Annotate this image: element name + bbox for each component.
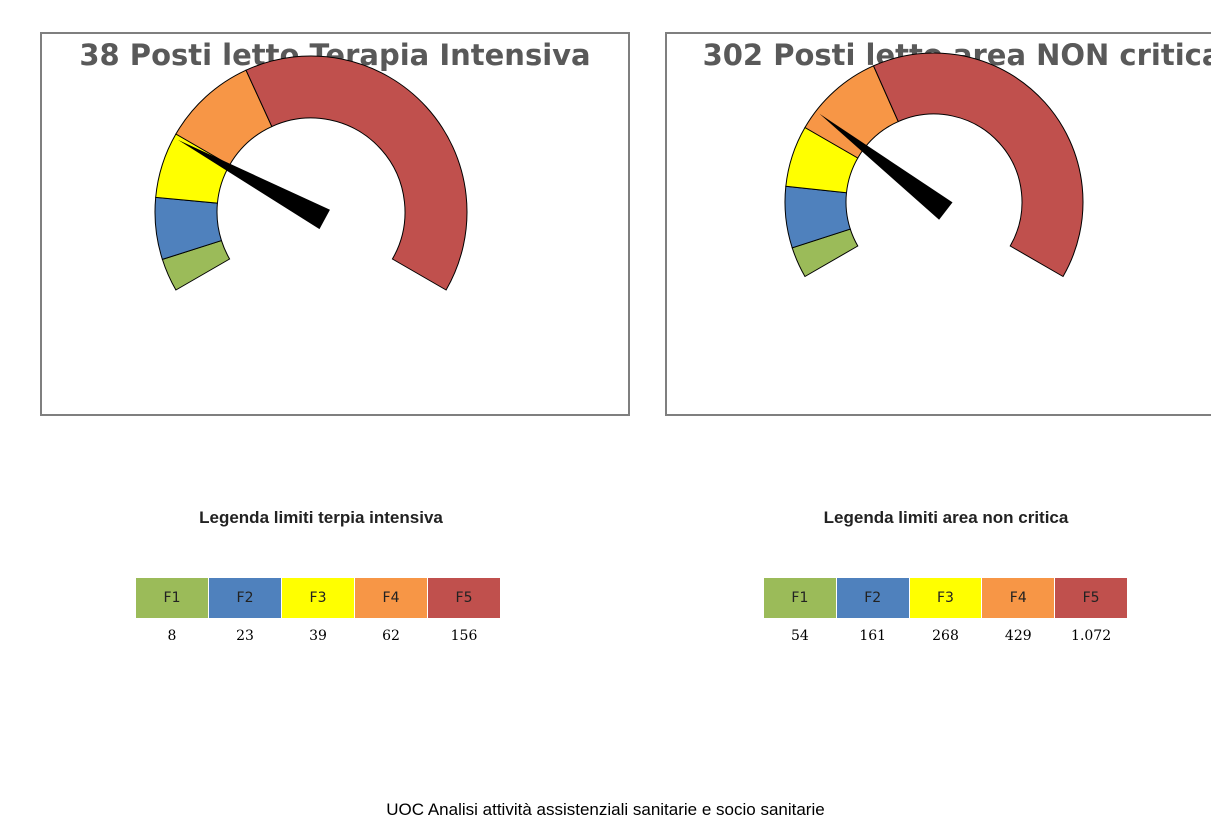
gauge-band-f5	[245, 55, 468, 291]
legend-cell-f1: F1	[764, 578, 836, 618]
legend-cell-f2: F2	[836, 578, 909, 618]
gauge-band-f5	[872, 52, 1084, 278]
gauge-needle	[819, 113, 953, 220]
legend-title: Legenda limiti area non critica	[823, 508, 1069, 527]
legend-value-f2: 23	[236, 628, 254, 644]
legend-cell-f5: F5	[1055, 578, 1127, 618]
legend-cell-f4: F4	[982, 578, 1055, 618]
legend-cell-f3: F3	[909, 578, 982, 618]
legend-value-f4: 429	[1004, 628, 1032, 644]
legend-value-f2: 161	[859, 628, 887, 644]
legend-value-f3: 39	[309, 628, 327, 644]
legend-cell-f4: F4	[355, 578, 427, 618]
legend-area-non-critica: Legenda limiti area non critica F1 F2 F3…	[764, 508, 1128, 644]
legend-label-row: F1 F2 F3 F4 F5	[764, 578, 1128, 618]
gauge-chart-area-non-critica	[784, 52, 1084, 278]
gauge-panel-area-non-critica: 302 Posti letto area NON critica	[665, 32, 1211, 416]
legend-cell-f1: F1	[136, 578, 208, 618]
legend-value-f3: 268	[932, 628, 959, 644]
legend-cell-f2: F2	[209, 578, 281, 618]
legend-value-f5: 1.072	[1071, 628, 1112, 644]
gauge-needle	[177, 139, 330, 230]
legend-value-f1: 54	[790, 628, 809, 644]
legend-value-f4: 62	[382, 628, 400, 644]
legend-title: Legenda limiti terpia intensiva	[199, 508, 443, 527]
legend-terapia-intensiva: Legenda limiti terpia intensiva F1 F2 F3…	[136, 508, 506, 644]
legend-label-row: F1 F2 F3 F4 F5	[136, 578, 506, 618]
legend-value-f5: 156	[450, 628, 478, 644]
legend-cell-f5: F5	[428, 578, 500, 618]
legend-cell-f3: F3	[282, 578, 354, 618]
legend-value-row: 8 23 39 62 156	[136, 618, 506, 644]
gauge-chart-terapia-intensiva	[154, 55, 468, 291]
legend-value-row: 54 161 268 429 1.072	[764, 618, 1128, 644]
legend-value-f1: 8	[167, 628, 177, 644]
footer-text: UOC Analisi attività assistenziali sanit…	[386, 800, 825, 819]
gauge-panel-terapia-intensiva: 38 Posti letto Terapia Intensiva	[40, 32, 630, 416]
